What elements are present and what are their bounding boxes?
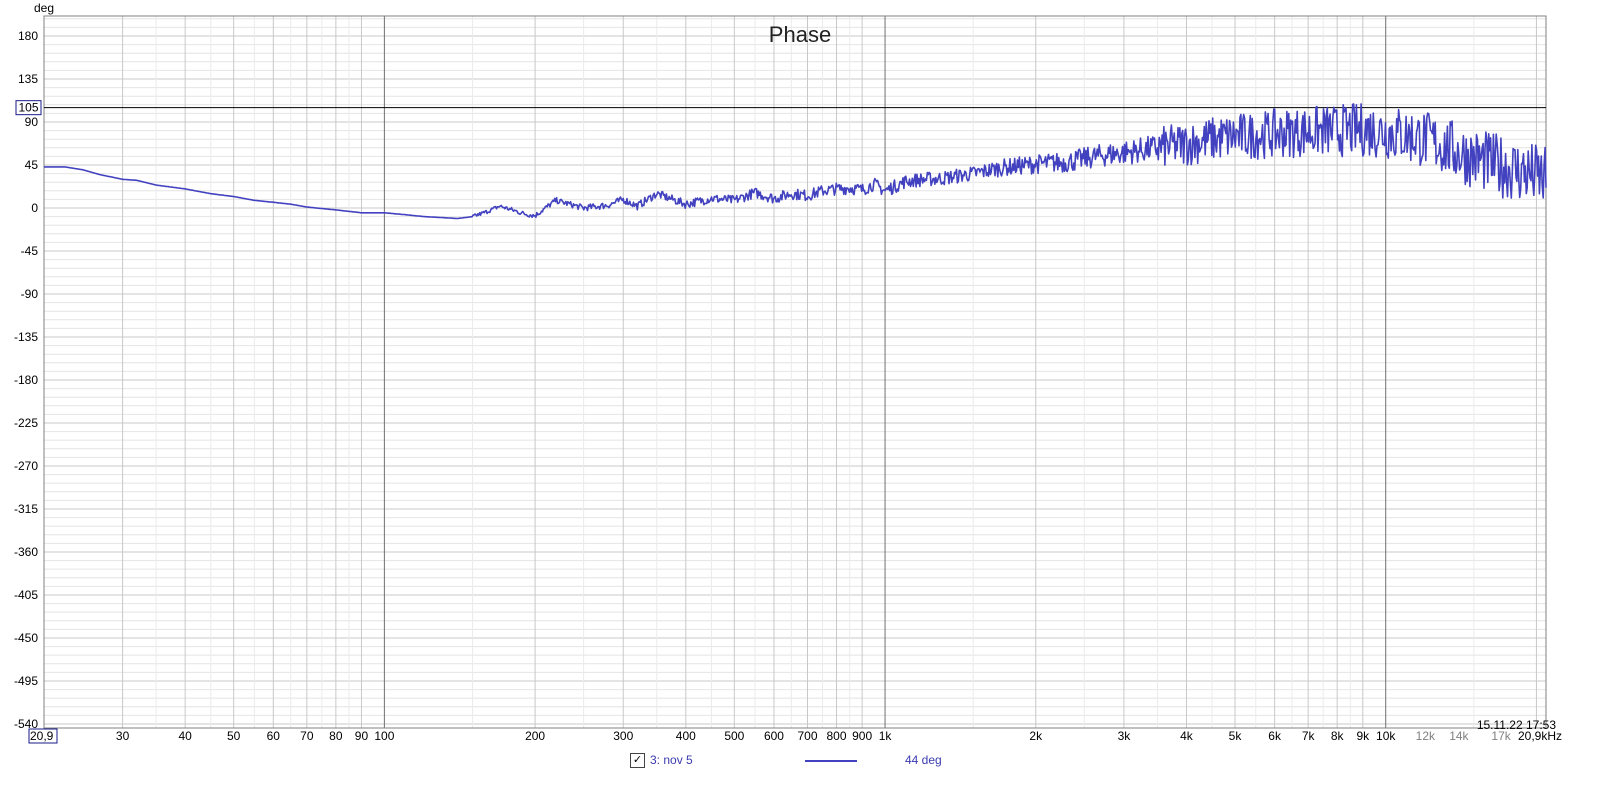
y-tick-label: -90 xyxy=(21,287,39,301)
x-tick-label: 14k xyxy=(1449,729,1469,743)
x-tick-label: 2k xyxy=(1029,729,1043,743)
x-tick-label: 40 xyxy=(178,729,192,743)
x-tick-label: 17k xyxy=(1491,729,1511,743)
x-tick-label: 20,9kHz xyxy=(1518,729,1562,743)
y-tick-label: -450 xyxy=(14,631,38,645)
x-tick-label: 7k xyxy=(1302,729,1316,743)
timestamp: 15.11.22 17:53 xyxy=(1477,718,1557,732)
y-axis-ticks: 180 135 90 45 0 -45 -90 -135 -180 -225 -270 -315 -36… xyxy=(14,29,38,731)
series-checkbox[interactable]: ✓ xyxy=(630,753,645,768)
y-tick-label: -45 xyxy=(21,244,39,258)
cursor-value-box xyxy=(15,100,42,116)
x-tick-label: 200 xyxy=(525,729,545,743)
y-tick-label: -135 xyxy=(14,330,38,344)
cursor-value-label: 105 xyxy=(18,101,38,115)
x-tick-label: 100 xyxy=(374,729,394,743)
chart-title: Phase xyxy=(769,22,831,47)
x-tick-label: 5k xyxy=(1229,729,1243,743)
legend-value: 44 deg xyxy=(905,753,942,767)
x-tick-label: 70 xyxy=(300,729,314,743)
y-tick-label: -540 xyxy=(14,717,38,731)
x-tick-label: 12k xyxy=(1416,729,1436,743)
x-tick-label: 50 xyxy=(227,729,241,743)
y-tick-label: -180 xyxy=(14,373,38,387)
y-tick-label: -315 xyxy=(14,502,38,516)
x-tick-label: 300 xyxy=(613,729,633,743)
x-tick-label: 9k xyxy=(1356,729,1370,743)
x-tick-label: 20,9 xyxy=(30,729,54,743)
series-layer xyxy=(44,103,1547,220)
x-tick-label: 1k xyxy=(879,729,893,743)
x-tick-label: 500 xyxy=(724,729,744,743)
y-tick-label: 0 xyxy=(31,201,38,215)
y-axis-label: deg xyxy=(34,1,54,15)
x-tick-label: 800 xyxy=(827,729,847,743)
plot-area[interactable] xyxy=(43,15,1547,729)
y-tick-label: -405 xyxy=(14,588,38,602)
x-tick-label: 700 xyxy=(797,729,817,743)
x-start-box xyxy=(28,728,58,744)
y-tick-label: 135 xyxy=(18,72,38,86)
x-tick-label: 90 xyxy=(355,729,369,743)
y-tick-label: 180 xyxy=(18,29,38,43)
legend-series-label[interactable]: 3: nov 5 xyxy=(650,753,693,767)
series-line xyxy=(44,103,1547,220)
chart-grid xyxy=(44,16,1546,728)
phase-chart: 180 135 90 45 0 -45 -90 -135 -180 -225 -270 -315 -36… xyxy=(14,1,1562,744)
y-tick-label: -495 xyxy=(14,674,38,688)
x-tick-label: 60 xyxy=(267,729,281,743)
y-tick-label: 90 xyxy=(25,115,39,129)
y-tick-label: -225 xyxy=(14,416,38,430)
x-tick-label: 10k xyxy=(1376,729,1396,743)
x-tick-label: 900 xyxy=(852,729,872,743)
x-tick-label: 6k xyxy=(1268,729,1282,743)
legend-line-swatch xyxy=(805,760,857,762)
x-tick-label: 600 xyxy=(764,729,784,743)
x-tick-label: 4k xyxy=(1180,729,1194,743)
x-tick-label: 8k xyxy=(1331,729,1345,743)
x-tick-label: 3k xyxy=(1118,729,1132,743)
x-tick-label: 30 xyxy=(116,729,130,743)
y-tick-label: 45 xyxy=(25,158,39,172)
legend: ✓ 3: nov 5 44 deg xyxy=(0,752,1600,772)
cursor-line[interactable]: 105 xyxy=(15,100,1546,116)
x-axis-ticks: 20,9 30 40 50 60 70 80 90 100 200 300 400 500 600 700 8… xyxy=(28,728,1562,744)
y-tick-label: -360 xyxy=(14,545,38,559)
y-tick-label: -270 xyxy=(14,459,38,473)
x-tick-label: 80 xyxy=(329,729,343,743)
x-tick-label: 400 xyxy=(676,729,696,743)
